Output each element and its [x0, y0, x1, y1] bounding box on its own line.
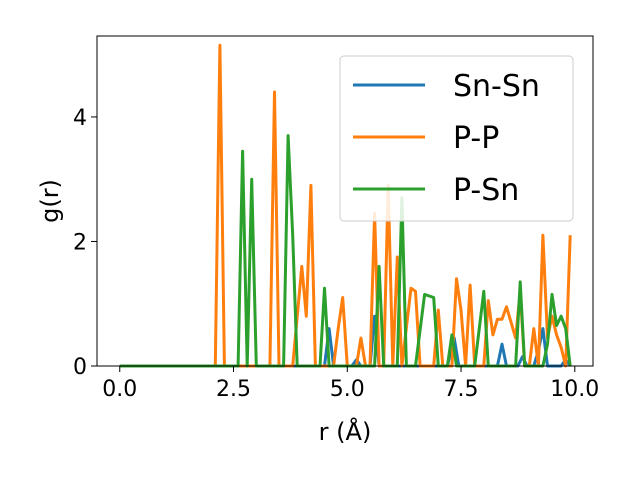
y-tick-label: 2	[73, 230, 87, 255]
legend-label-p-sn: P-Sn	[453, 173, 519, 208]
y-tick-label: 4	[73, 106, 87, 131]
plot-frame	[96, 35, 594, 367]
x-tick-label: 5.0	[330, 377, 365, 402]
x-tick-label: 0.0	[102, 377, 137, 402]
y-axis-title: g(r)	[36, 179, 64, 223]
y-tick-label: 0	[73, 355, 87, 380]
legend-box	[339, 55, 574, 222]
x-tick-label: 2.5	[216, 377, 251, 402]
y-axis: 0 2 4	[73, 106, 97, 380]
legend-label-sn-sn: Sn-Sn	[453, 69, 540, 104]
x-axis-title: r (Å)	[319, 417, 372, 446]
legend-entries: Sn-Sn P-P P-Sn	[353, 69, 540, 208]
x-tick-label: 10.0	[550, 377, 599, 402]
x-tick-label: 7.5	[444, 377, 479, 402]
x-axis: 0.0 2.5 5.0 7.5 10.0	[102, 366, 599, 402]
legend-label-p-p: P-P	[453, 121, 499, 156]
legend: Sn-Sn P-P P-Sn	[339, 55, 574, 222]
